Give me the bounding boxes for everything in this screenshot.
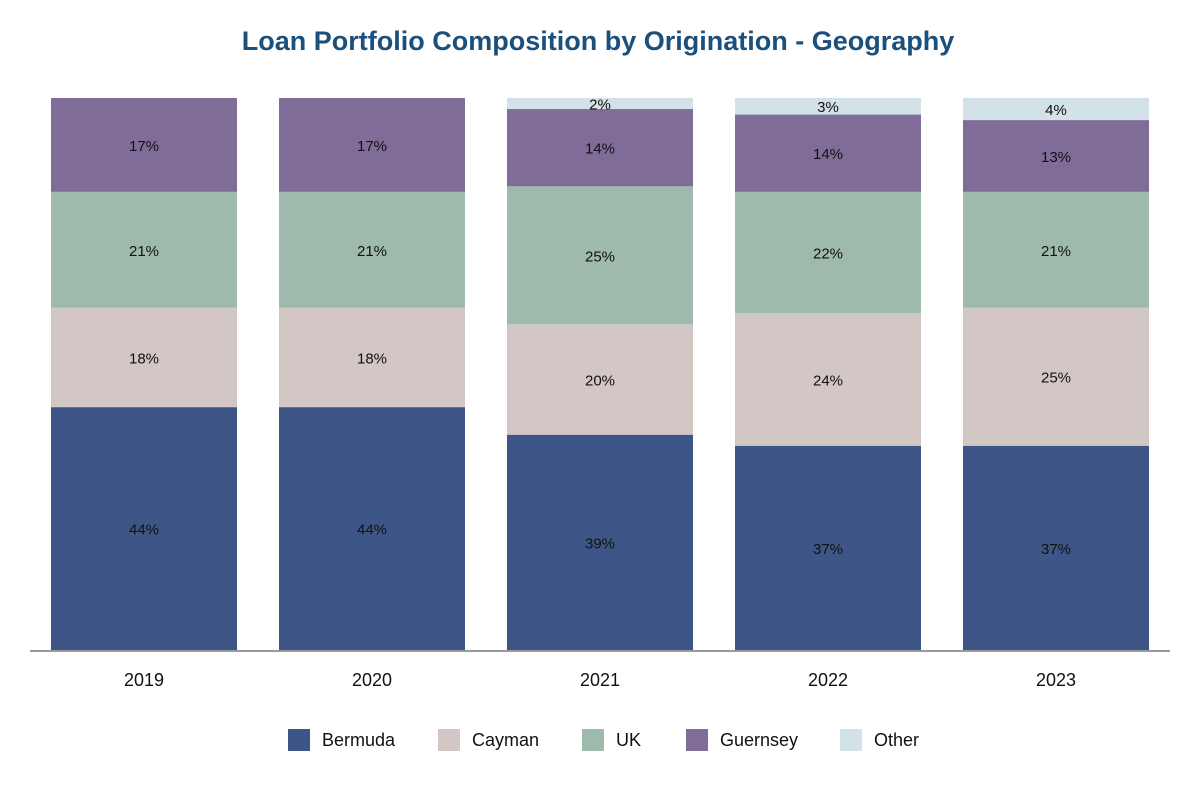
bar-segment — [51, 407, 237, 650]
legend-label: Guernsey — [720, 730, 798, 750]
data-label: 21% — [357, 243, 387, 260]
bar-segment — [963, 445, 1149, 650]
legend-label: Cayman — [472, 730, 539, 750]
bar-segment — [963, 120, 1149, 192]
data-label: 37% — [813, 541, 843, 558]
bar-segment — [735, 313, 921, 446]
bar-segment — [279, 407, 465, 650]
bar-segment — [507, 324, 693, 435]
data-label: 17% — [357, 138, 387, 155]
bar-segment — [963, 307, 1149, 446]
data-label: 20% — [585, 372, 615, 389]
data-label: 44% — [357, 522, 387, 539]
data-label: 39% — [585, 535, 615, 552]
data-label: 21% — [1041, 243, 1071, 260]
legend-label: Bermuda — [322, 730, 396, 750]
x-tick-label: 2023 — [1036, 670, 1076, 690]
bar-segment — [735, 191, 921, 314]
legend-swatch — [686, 729, 708, 751]
data-label: 22% — [813, 246, 843, 263]
data-label: 14% — [585, 141, 615, 158]
x-tick-label: 2022 — [808, 670, 848, 690]
data-label: 21% — [129, 243, 159, 260]
data-label: 37% — [1041, 541, 1071, 558]
bar-segment — [735, 445, 921, 650]
bar-segment — [51, 98, 237, 192]
bar-segment — [51, 307, 237, 408]
bar-segment — [279, 98, 465, 192]
data-label: 3% — [817, 99, 839, 116]
bar-segment — [507, 434, 693, 650]
bar-segment — [279, 307, 465, 408]
data-label: 44% — [129, 522, 159, 539]
legend-swatch — [840, 729, 862, 751]
x-tick-label: 2020 — [352, 670, 392, 690]
bar-segment — [963, 98, 1149, 121]
bar-segment — [507, 186, 693, 325]
data-label: 18% — [357, 350, 387, 367]
bar-segment — [507, 109, 693, 187]
data-label: 25% — [585, 248, 615, 265]
x-tick-label: 2019 — [124, 670, 164, 690]
legend-label: UK — [616, 730, 641, 750]
bar-segment — [51, 191, 237, 308]
data-label: 18% — [129, 350, 159, 367]
data-label: 14% — [813, 146, 843, 163]
data-label: 24% — [813, 372, 843, 389]
bar-segment — [279, 191, 465, 308]
data-label: 13% — [1041, 149, 1071, 166]
legend-swatch — [288, 729, 310, 751]
bar-segment — [735, 98, 921, 115]
x-tick-label: 2021 — [580, 670, 620, 690]
legend-swatch — [582, 729, 604, 751]
bar-segment — [735, 114, 921, 192]
legend-label: Other — [874, 730, 919, 750]
legend-swatch — [438, 729, 460, 751]
bar-segment — [963, 191, 1149, 308]
bar-segment — [507, 98, 693, 110]
data-label: 25% — [1041, 370, 1071, 387]
data-label: 4% — [1045, 102, 1067, 119]
chart-title: Loan Portfolio Composition by Originatio… — [242, 26, 954, 56]
data-label: 2% — [589, 96, 611, 113]
data-label: 17% — [129, 138, 159, 155]
